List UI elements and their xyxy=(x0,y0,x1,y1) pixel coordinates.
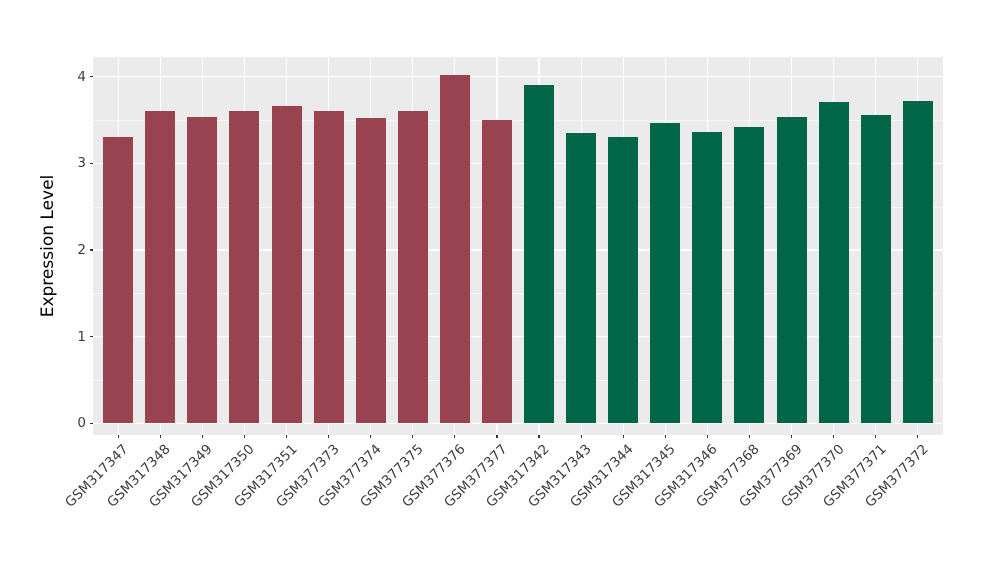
minor-gridline xyxy=(93,379,943,381)
x-tick-mark xyxy=(664,435,666,438)
x-tick-mark xyxy=(748,435,751,438)
bar-GSM317344 xyxy=(608,137,639,424)
bar-GSM377374 xyxy=(355,118,386,424)
plot-panel xyxy=(93,57,943,435)
x-tick-mark xyxy=(538,435,540,438)
bar-GSM377370 xyxy=(818,101,849,424)
x-tick-mark xyxy=(159,435,161,438)
bar-GSM317348 xyxy=(145,111,176,424)
x-tick-mark xyxy=(201,435,203,438)
bar-GSM377369 xyxy=(776,116,807,424)
y-tick-mark xyxy=(90,336,93,338)
x-tick-mark xyxy=(496,435,498,438)
x-tick-mark xyxy=(117,435,119,438)
y-tick-label: 0 xyxy=(77,415,86,432)
bar-GSM317349 xyxy=(187,117,218,424)
y-tick-mark xyxy=(90,249,93,251)
y-tick-label: 1 xyxy=(77,328,86,345)
x-tick-mark xyxy=(454,435,456,438)
x-tick-mark xyxy=(370,435,372,438)
x-tick-mark xyxy=(412,435,414,438)
bar-GSM377368 xyxy=(734,126,765,424)
bar-GSM377375 xyxy=(397,110,428,424)
x-tick-mark xyxy=(706,435,708,438)
major-gridline xyxy=(93,422,943,424)
bar-GSM377371 xyxy=(860,114,891,424)
bar-GSM377376 xyxy=(439,74,470,424)
bar-GSM317347 xyxy=(103,136,134,424)
y-tick-mark xyxy=(90,422,93,424)
x-tick-mark xyxy=(917,435,919,438)
minor-gridline xyxy=(93,293,943,295)
x-tick-mark xyxy=(285,435,288,438)
major-gridline xyxy=(93,249,943,251)
bar-GSM317345 xyxy=(650,122,681,424)
x-tick-mark xyxy=(243,435,246,438)
bar-GSM377373 xyxy=(313,111,344,424)
major-gridline xyxy=(93,162,943,165)
major-gridline xyxy=(93,76,943,78)
bar-GSM377377 xyxy=(481,120,512,424)
x-tick-mark xyxy=(790,435,793,438)
bar-GSM317342 xyxy=(524,85,555,424)
y-tick-label: 4 xyxy=(77,68,86,85)
major-gridline xyxy=(93,335,943,338)
bar-GSM317350 xyxy=(229,110,260,424)
y-tick-label: 3 xyxy=(77,155,86,172)
bar-GSM317351 xyxy=(271,106,302,424)
bar-GSM317343 xyxy=(566,133,597,424)
y-tick-label: 2 xyxy=(77,242,86,258)
bar-GSM317346 xyxy=(692,132,723,424)
minor-gridline xyxy=(93,206,943,208)
x-tick-mark xyxy=(875,435,877,438)
x-tick-mark xyxy=(622,435,624,438)
y-tick-mark xyxy=(90,162,93,164)
x-tick-mark xyxy=(832,435,835,438)
x-tick-mark xyxy=(580,435,582,438)
x-tick-mark xyxy=(328,435,330,438)
y-tick-mark xyxy=(90,76,93,78)
minor-gridline xyxy=(93,120,943,122)
bar-GSM377372 xyxy=(902,100,933,424)
